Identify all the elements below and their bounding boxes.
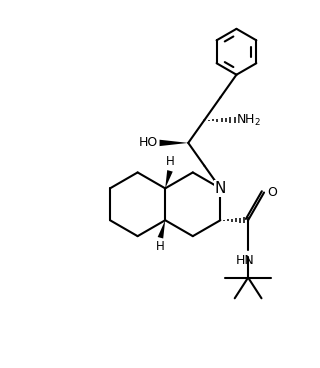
Polygon shape <box>158 220 165 238</box>
Text: HN: HN <box>236 254 255 267</box>
Text: H: H <box>156 240 165 253</box>
Polygon shape <box>160 140 188 146</box>
Text: H: H <box>166 155 174 168</box>
Text: N: N <box>215 181 226 196</box>
Text: NH$_2$: NH$_2$ <box>236 113 261 128</box>
Polygon shape <box>165 170 173 188</box>
Text: O: O <box>267 186 277 199</box>
Text: HO: HO <box>139 137 158 149</box>
